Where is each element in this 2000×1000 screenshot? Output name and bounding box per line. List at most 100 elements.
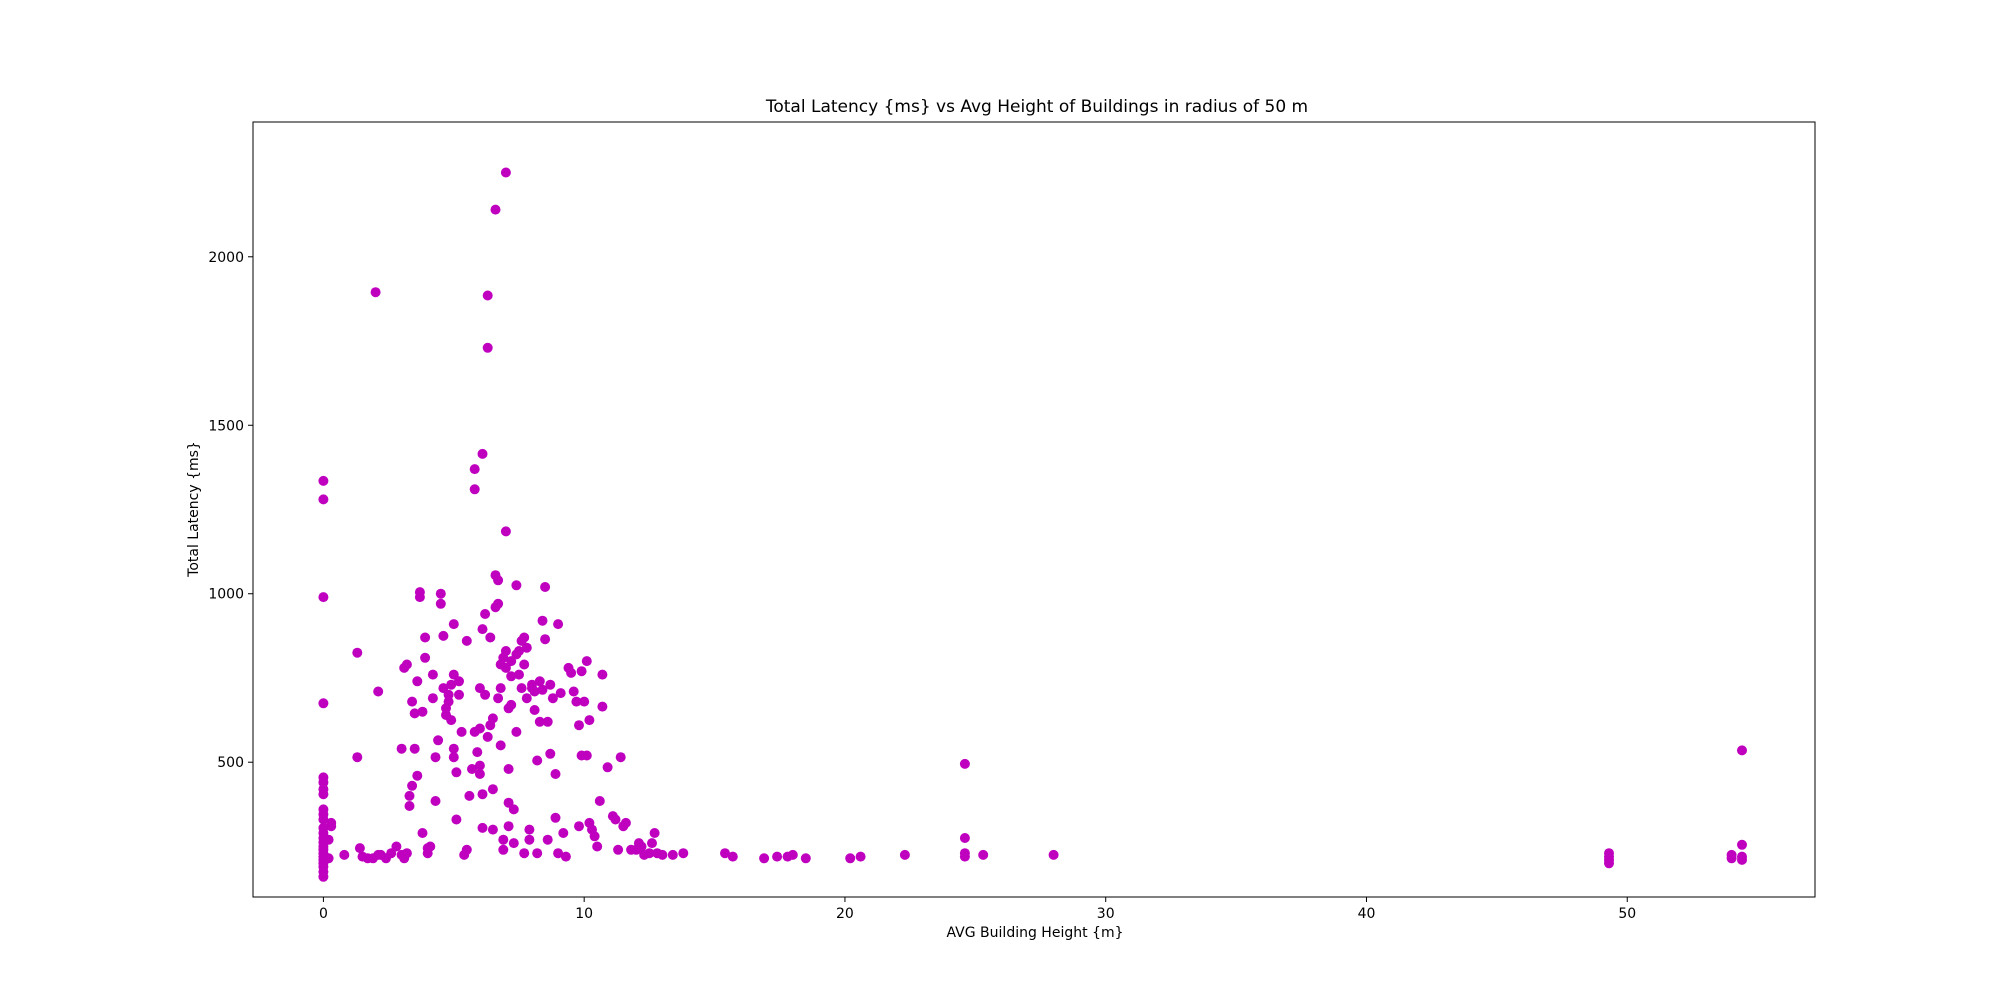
data-point [1737, 854, 1747, 865]
data-point [500, 167, 511, 178]
data-point [474, 769, 485, 779]
data-point [477, 624, 488, 635]
data-point [409, 708, 420, 719]
data-point [487, 713, 498, 724]
data-point [532, 848, 543, 859]
data-point [519, 848, 530, 859]
data-point [534, 676, 545, 687]
data-point [511, 726, 522, 737]
data-point [519, 632, 530, 643]
data-point [373, 686, 384, 697]
data-point [500, 646, 511, 656]
data-point [500, 662, 511, 673]
data-point [516, 683, 527, 694]
data-point [506, 671, 517, 682]
data-point [420, 632, 431, 643]
data-point [430, 796, 441, 806]
data-point [560, 851, 571, 862]
data-point [318, 494, 329, 505]
y-axis: 500 1000 1500 2000 [208, 250, 253, 771]
data-point [339, 849, 350, 860]
data-point [480, 609, 491, 619]
data-point [495, 683, 506, 694]
data-point [978, 849, 989, 860]
data-point [571, 696, 582, 707]
data-point [558, 828, 569, 838]
data-point [438, 630, 449, 641]
data-point [553, 848, 564, 859]
y-tick-label: 1500 [208, 418, 244, 434]
data-point [1048, 849, 1059, 860]
data-point [574, 821, 584, 832]
data-point [464, 790, 475, 801]
plot-frame [252, 121, 1816, 898]
data-point [508, 804, 519, 815]
x-tick-label: 10 [575, 906, 593, 922]
data-point [472, 747, 483, 758]
data-point [644, 848, 655, 859]
data-point [407, 780, 418, 791]
data-point [542, 834, 553, 845]
data-point [477, 789, 488, 800]
data-point [1737, 745, 1747, 756]
data-point [597, 669, 608, 680]
x-axis-label: AVG Building Height {m} [947, 925, 1124, 941]
data-point [490, 204, 501, 215]
data-point [610, 814, 621, 825]
data-points [318, 167, 1747, 882]
data-point [318, 822, 329, 833]
data-point [474, 760, 485, 771]
data-point [555, 688, 566, 699]
data-point [581, 750, 592, 761]
data-point [959, 833, 970, 843]
data-point [407, 696, 418, 707]
data-point [326, 817, 337, 828]
data-point [540, 634, 551, 645]
data-point [323, 834, 334, 845]
data-point [318, 475, 329, 486]
data-point [498, 844, 509, 855]
data-point [409, 743, 420, 754]
data-point [602, 762, 613, 773]
chart-title: Total Latency {ms} vs Avg Height of Buil… [765, 97, 1308, 117]
x-tick-label: 0 [319, 906, 328, 922]
data-point [581, 656, 592, 667]
data-point [469, 464, 480, 475]
data-point [433, 735, 444, 746]
data-point [448, 619, 459, 630]
data-point [566, 667, 577, 678]
data-point [391, 841, 402, 852]
data-point [855, 851, 866, 862]
data-point [469, 484, 480, 495]
data-point [448, 752, 459, 763]
data-point [589, 831, 600, 842]
data-point [592, 841, 603, 852]
data-point [495, 740, 506, 751]
data-point [514, 669, 524, 680]
data-point [899, 849, 910, 860]
data-point [1604, 848, 1614, 859]
data-point [1737, 839, 1747, 850]
data-point [550, 769, 561, 779]
data-point [727, 851, 738, 862]
data-point [959, 758, 970, 769]
data-point [401, 848, 412, 859]
data-point [493, 693, 504, 704]
data-point [487, 824, 498, 835]
data-point [529, 686, 540, 697]
data-point [482, 290, 493, 301]
data-point [521, 693, 532, 704]
data-point [508, 838, 519, 849]
data-point [467, 764, 477, 774]
data-point [396, 743, 407, 754]
data-point [487, 784, 498, 795]
data-point [318, 772, 329, 783]
data-point [620, 817, 631, 828]
data-point [524, 834, 535, 845]
data-point [412, 770, 423, 781]
data-point [482, 731, 493, 742]
x-tick-label: 50 [1618, 906, 1636, 922]
data-point [420, 652, 431, 663]
data-point [657, 849, 668, 860]
data-point [537, 684, 548, 695]
